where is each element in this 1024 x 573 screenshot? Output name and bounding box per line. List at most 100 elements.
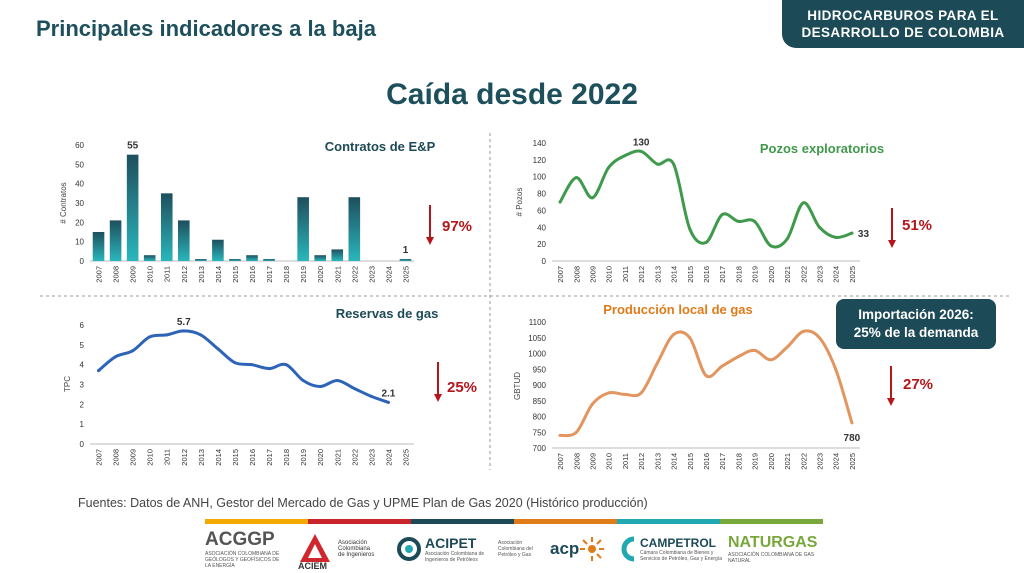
acp-name: acp	[550, 539, 580, 558]
data-point	[753, 219, 757, 223]
y-tick-label: 0	[80, 440, 85, 449]
data-point	[801, 201, 805, 205]
x-tick-label: 2012	[637, 453, 646, 470]
data-point	[199, 333, 203, 337]
x-tick-label: 2009	[129, 266, 138, 283]
x-tick-label: 2013	[653, 266, 662, 283]
x-tick-label: 2025	[401, 449, 410, 466]
x-tick-label: 2007	[95, 449, 104, 466]
x-tick-label: 2016	[702, 453, 711, 470]
x-tick-label: 2007	[556, 453, 565, 470]
acp-sub: Asociación Colombiana del Petróleo y Gas	[498, 540, 533, 558]
data-point	[785, 345, 789, 349]
x-tick-label: 2017	[718, 266, 727, 283]
y-tick-label: 40	[75, 180, 84, 189]
x-tick-label: 2013	[653, 453, 662, 470]
x-tick-label: 2016	[248, 266, 257, 283]
bar	[297, 197, 309, 261]
x-tick-label: 2022	[799, 453, 808, 470]
y-tick-label: 5	[80, 341, 85, 350]
x-tick-label: 2018	[734, 266, 743, 283]
x-tick-label: 2013	[197, 449, 206, 466]
y-tick-label: 20	[75, 218, 84, 227]
campetrol-logo: CAMPETROL Cámara Colombiana de Bienes y …	[618, 530, 724, 568]
naturgas-name: NATURGAS	[728, 534, 818, 551]
brand-tag: HIDROCARBUROS PARA EL DESARROLLO DE COLO…	[782, 0, 1024, 48]
y-tick-label: 700	[533, 444, 547, 453]
data-point	[233, 361, 237, 365]
aciem-sub-2: Colombiana	[338, 546, 371, 552]
data-label: 1	[403, 245, 409, 256]
data-point	[785, 237, 789, 241]
y-tick-label: 1100	[529, 318, 547, 327]
bar	[331, 249, 344, 261]
x-tick-label: 2019	[299, 266, 308, 283]
x-tick-label: 2024	[832, 266, 841, 283]
x-tick-label: 2020	[316, 266, 325, 283]
x-tick-label: 2011	[163, 266, 172, 282]
x-tick-label: 2012	[180, 449, 189, 466]
data-point	[850, 231, 854, 235]
y-tick-label: 0	[542, 257, 547, 266]
x-tick-label: 2011	[163, 449, 172, 465]
y-tick-label: 80	[537, 190, 546, 199]
campetrol-sub: Cámara Colombiana de Bienes y Servicios …	[640, 550, 722, 562]
data-point	[335, 379, 339, 383]
data-point	[607, 391, 611, 395]
y-tick-label: 850	[533, 397, 547, 406]
y-axis-label: TPC	[63, 376, 72, 392]
acp-sun-icon	[580, 537, 605, 561]
x-tick-label: 2009	[589, 266, 598, 283]
data-point	[250, 363, 254, 367]
x-tick-label: 2022	[350, 449, 359, 466]
color-bar-segment	[205, 519, 308, 524]
down-arrow-head-icon	[426, 237, 434, 245]
acggp-sub: ASOCIACIÓN COLOMBIANA DE GEÓLOGOS Y GEOF…	[205, 551, 280, 569]
data-point	[558, 433, 562, 437]
x-tick-label: 2017	[718, 453, 727, 470]
color-bar	[205, 519, 823, 524]
x-tick-label: 2024	[384, 266, 393, 283]
x-tick-label: 2007	[556, 266, 565, 283]
y-axis-label: GBTUD	[513, 372, 522, 400]
x-tick-label: 2021	[333, 266, 342, 283]
x-tick-label: 2010	[605, 266, 614, 283]
data-point	[591, 402, 595, 406]
data-point	[386, 400, 390, 404]
x-tick-label: 2015	[686, 453, 695, 470]
change-percent: 97%	[442, 218, 472, 235]
data-point	[720, 364, 724, 368]
x-tick-label: 2018	[282, 266, 291, 283]
data-point	[817, 225, 821, 229]
data-point	[267, 367, 271, 371]
chart-3: Producción local de gas GBTUD 700 750 800 850…	[513, 302, 933, 470]
data-point	[801, 329, 805, 333]
y-tick-label: 60	[75, 141, 84, 150]
x-tick-label: 2007	[95, 266, 104, 283]
x-tick-label: 2015	[231, 449, 240, 466]
x-tick-label: 2023	[815, 266, 824, 283]
chart-title: Reservas de gas	[336, 306, 439, 321]
series-line	[558, 329, 854, 438]
x-tick-label: 2008	[112, 449, 121, 466]
x-tick-label: 2014	[670, 453, 679, 470]
x-tick-label: 2009	[129, 449, 138, 466]
x-tick-label: 2021	[783, 266, 792, 283]
bar	[263, 259, 275, 261]
acggp-name: ACGGP	[205, 529, 275, 550]
bar	[212, 239, 224, 261]
x-tick-label: 2013	[197, 266, 206, 283]
x-tick-label: 2022	[350, 266, 359, 283]
x-tick-label: 2010	[146, 449, 155, 466]
y-tick-label: 120	[533, 156, 547, 165]
naturgas-logo: NATURGAS ASOCIACIÓN COLOMBIANA DE GAS NA…	[728, 530, 824, 568]
data-point	[769, 358, 773, 362]
x-tick-label: 2023	[367, 266, 376, 283]
y-tick-label: 10	[75, 238, 84, 247]
data-point	[720, 213, 724, 217]
x-tick-label: 2021	[333, 449, 342, 466]
color-bar-segment	[720, 519, 823, 524]
x-tick-label: 2008	[572, 266, 581, 283]
data-point	[817, 336, 821, 340]
bar	[160, 193, 173, 261]
